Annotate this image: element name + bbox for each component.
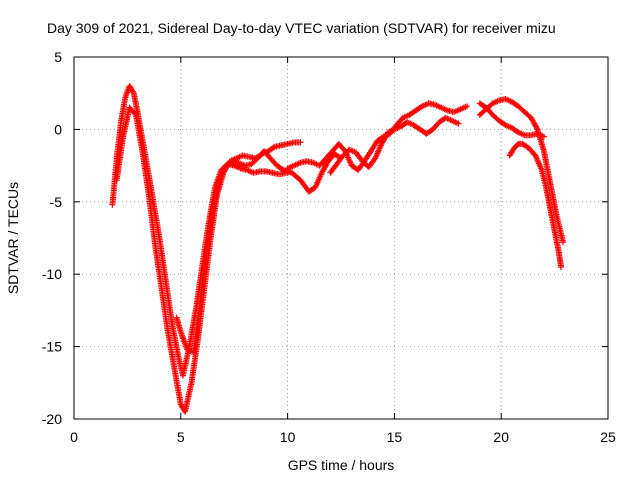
- x-tick-label: 15: [387, 429, 403, 445]
- y-tick-label: 0: [54, 121, 62, 137]
- x-tick-label: 25: [600, 429, 616, 445]
- data-track: [327, 114, 462, 176]
- data-point-markers: [506, 140, 564, 270]
- y-tick-label: -20: [42, 411, 62, 427]
- x-axis-label: GPS time / hours: [288, 457, 395, 473]
- x-tick-label: 5: [177, 429, 185, 445]
- data-point-markers: [327, 114, 462, 176]
- y-tick-label: 5: [54, 49, 62, 65]
- data-track: [476, 100, 547, 140]
- data-series: [109, 83, 567, 415]
- data-track: [476, 96, 567, 246]
- data-point-markers: [476, 96, 567, 246]
- x-tick-label: 20: [493, 429, 509, 445]
- chart-title: Day 309 of 2021, Sidereal Day-to-day VTE…: [47, 20, 556, 36]
- y-axis-label: SDTVAR / TECUs: [5, 182, 21, 294]
- data-point-markers: [476, 100, 547, 140]
- plot-frame: [73, 56, 609, 420]
- y-tick-label: -15: [42, 339, 62, 355]
- data-track: [506, 140, 564, 270]
- axes: 0 5 10 15 20 25 5 0 -5 -10 -15 -20: [42, 49, 616, 445]
- x-tick-label: 10: [280, 429, 296, 445]
- y-tick-label: -5: [50, 194, 63, 210]
- x-tick-label: 0: [70, 429, 78, 445]
- y-tick-label: -10: [42, 266, 62, 282]
